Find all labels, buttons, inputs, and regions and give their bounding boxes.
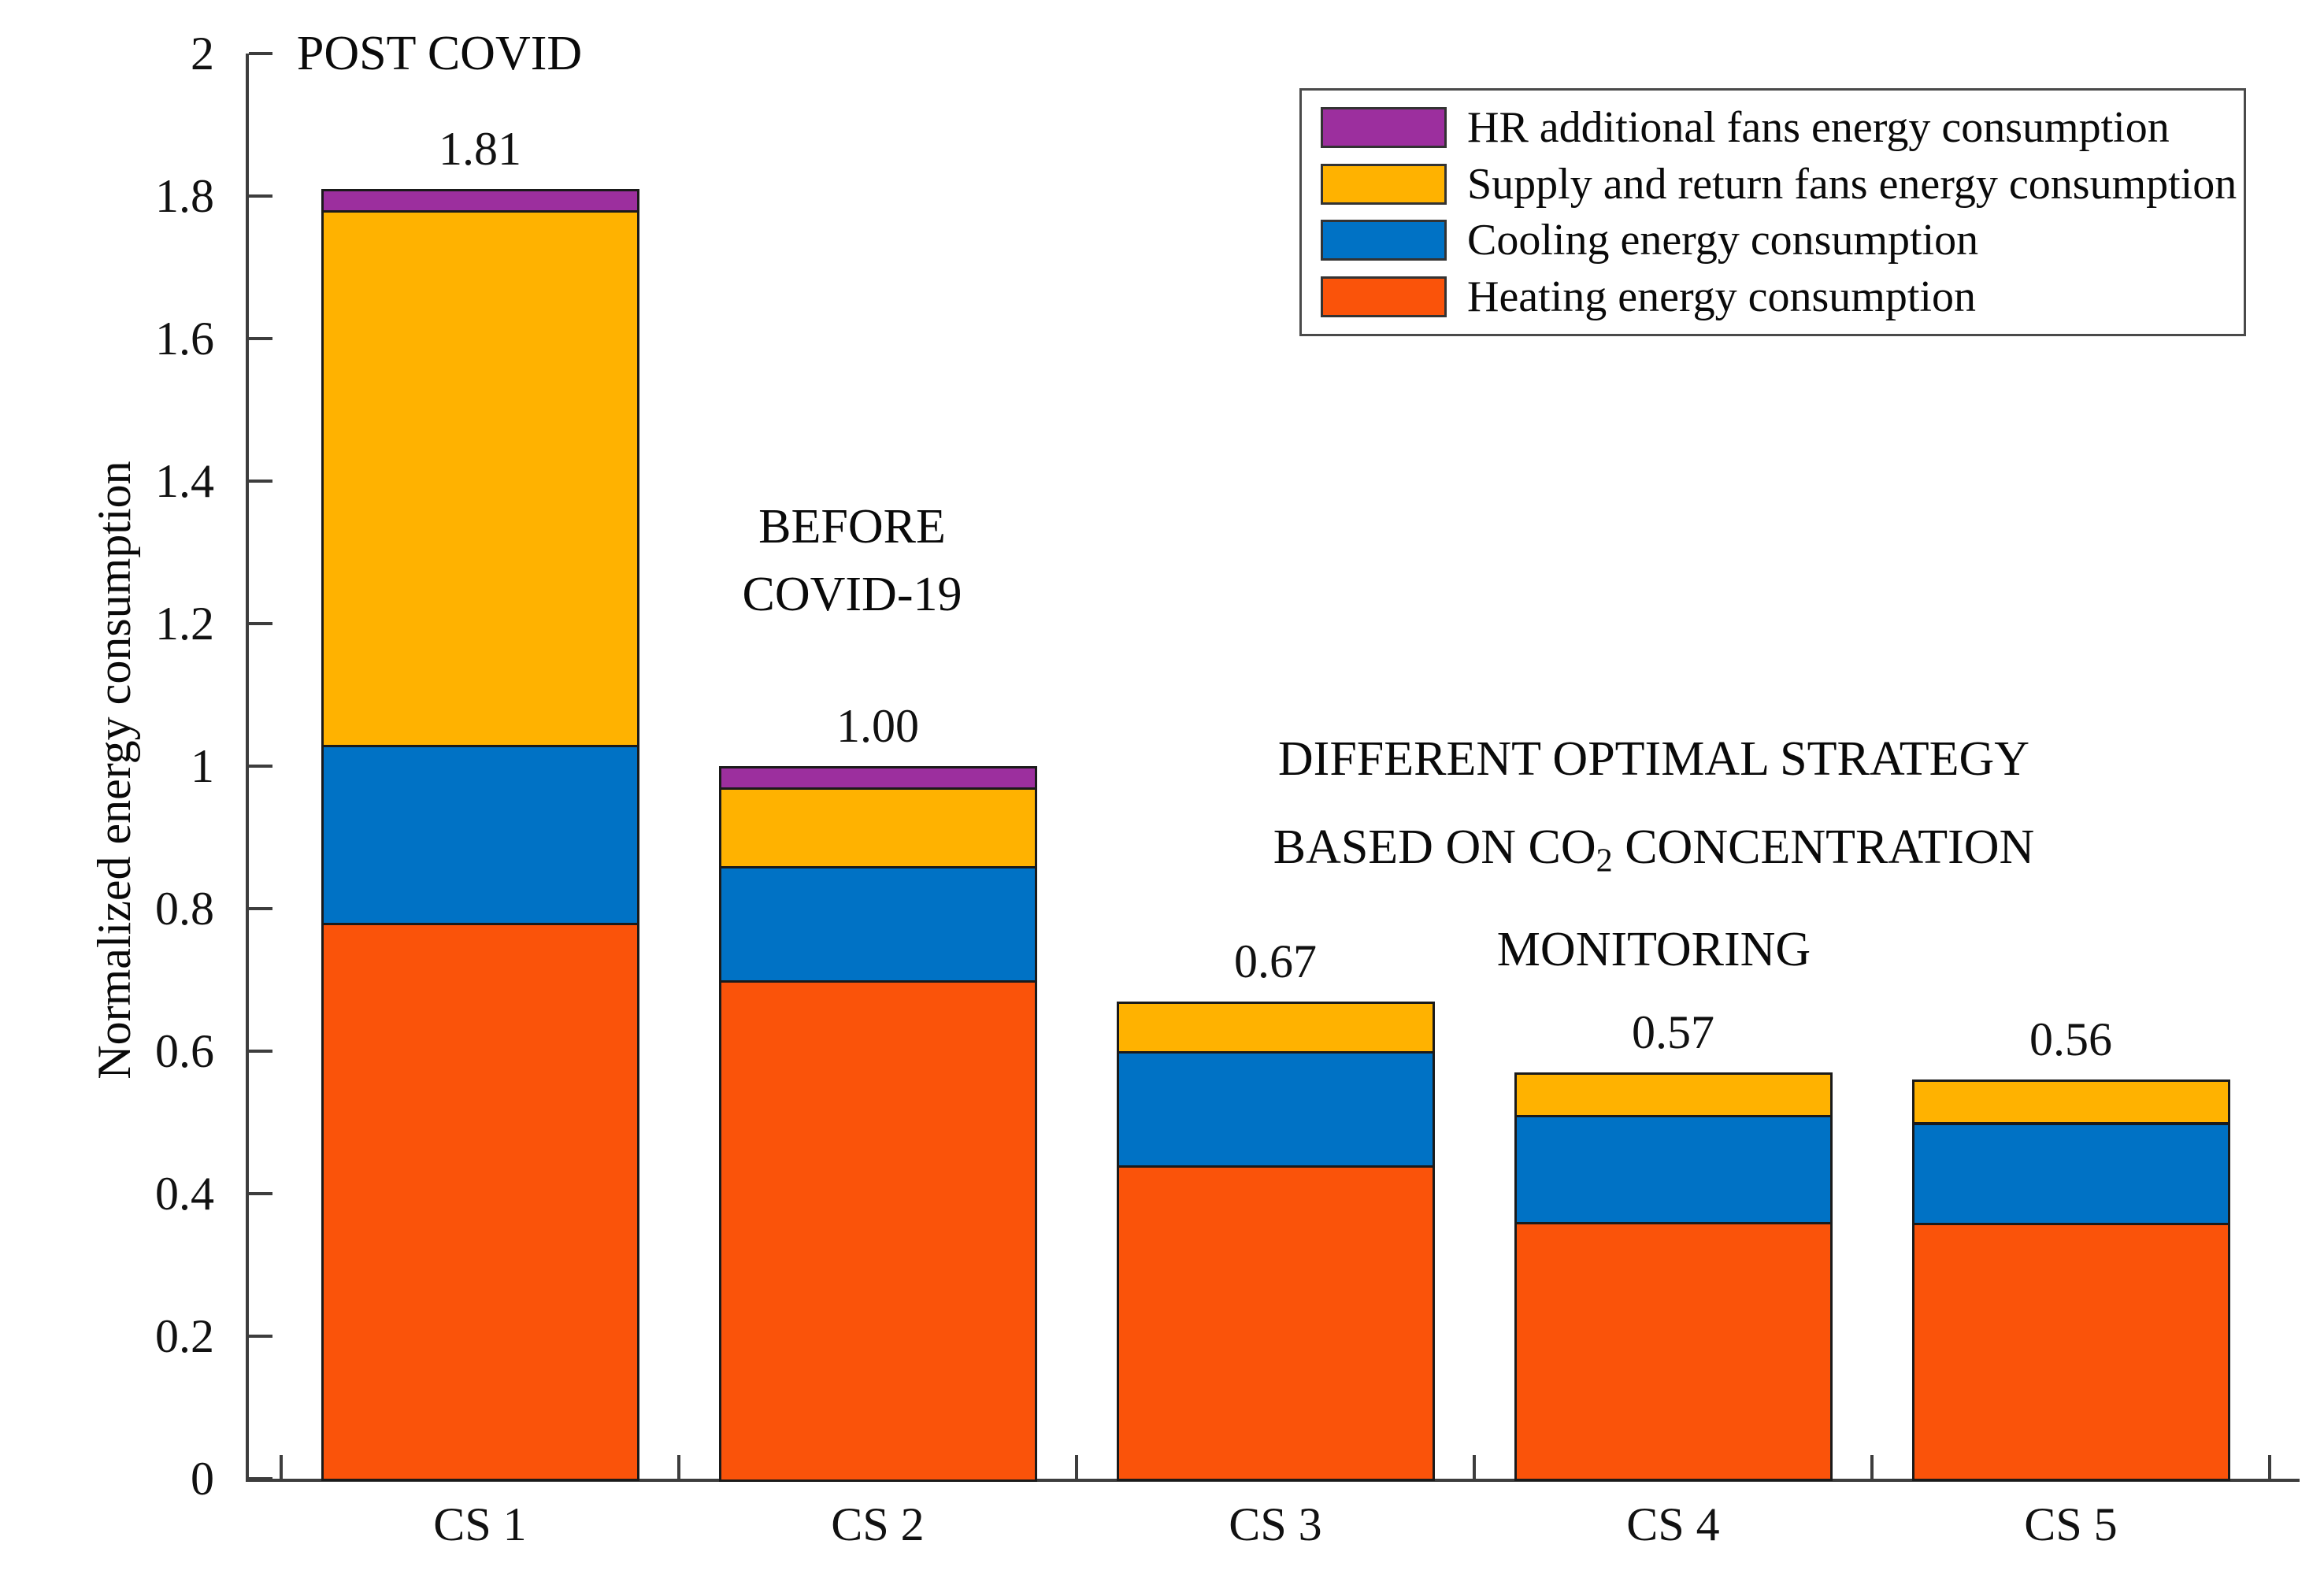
bar-segment-cooling-energy-consumption [718, 866, 1037, 983]
y-tick [249, 907, 272, 910]
bar-segment-cooling-energy-consumption [1116, 1051, 1435, 1168]
x-tick [1075, 1455, 1078, 1479]
bar-segment-supply-and-return-fans-energy-consumption [1514, 1072, 1833, 1117]
y-axis-line [246, 54, 249, 1482]
y-tick-label: 0.2 [155, 1310, 214, 1362]
legend-label: Heating energy consumption [1467, 272, 1976, 321]
x-category-label: CS 3 [1229, 1498, 1322, 1550]
y-tick-label: 1 [191, 740, 214, 792]
bar-segment-cooling-energy-consumption [321, 745, 639, 925]
bar-segment-heating-energy-consumption [1514, 1222, 1833, 1481]
legend-row: Heating energy consumption [1321, 269, 2229, 324]
y-tick-label: 0.4 [155, 1168, 214, 1220]
x-tick [1870, 1455, 1874, 1479]
y-tick [249, 480, 272, 483]
y-axis-title: Normalized energy consumption [88, 461, 140, 1080]
bar-segment-heating-energy-consumption [321, 923, 639, 1481]
legend-swatch-icon [1321, 220, 1447, 261]
bar-segment-cooling-energy-consumption [1911, 1123, 2230, 1225]
co2-subscript: 2 [1596, 842, 1613, 880]
x-category-label: CS 2 [831, 1498, 925, 1550]
legend-swatch-icon [1321, 163, 1447, 205]
x-tick [1473, 1455, 1476, 1479]
x-category-label: CS 1 [433, 1498, 527, 1550]
y-tick-label: 1.6 [155, 313, 214, 365]
bar-segment-heating-energy-consumption [718, 980, 1037, 1482]
y-tick-label: 1.4 [155, 455, 214, 507]
bar-segment-supply-and-return-fans-energy-consumption [718, 787, 1037, 868]
y-tick [249, 622, 272, 625]
annotation-strategy-line1: DIFFERENT OPTIMAL STRATEGY [1277, 732, 2030, 786]
bar-segment-supply-and-return-fans-energy-consumption [321, 210, 639, 747]
bar-segment-hr-additional-fans-energy-consumption [321, 189, 639, 213]
annotation-before-covid: BEFORE COVID-19 [576, 493, 1128, 628]
annotation-post-covid: POST COVID [296, 27, 583, 80]
y-tick [249, 337, 272, 340]
legend-label: HR additional fans energy consumption [1467, 103, 2170, 152]
legend-swatch-icon [1321, 107, 1447, 148]
bar-segment-heating-energy-consumption [1911, 1222, 2230, 1481]
annotation-before-covid-line2: COVID-19 [742, 568, 962, 621]
bar-segment-hr-additional-fans-energy-consumption [718, 766, 1037, 790]
annotation-strategy-line2: BASED ON CO2 CONCENTRATION [1273, 820, 2035, 880]
legend-swatch-icon [1321, 276, 1447, 317]
x-tick [677, 1455, 680, 1479]
legend-row: HR additional fans energy consumption [1321, 100, 2229, 155]
y-tick [249, 1477, 272, 1480]
legend-row: Supply and return fans energy consumptio… [1321, 157, 2237, 212]
bar-segment-supply-and-return-fans-energy-consumption [1116, 1002, 1435, 1054]
y-tick-label: 0 [191, 1453, 214, 1505]
legend-box: HR additional fans energy consumption Sup… [1299, 88, 2246, 336]
y-tick [249, 1335, 272, 1338]
y-tick-label: 0.6 [155, 1025, 214, 1077]
x-category-label: CS 5 [2024, 1498, 2118, 1550]
legend-row: Cooling energy consumption [1321, 213, 2229, 268]
legend-label: Supply and return fans energy consumptio… [1467, 159, 2237, 209]
y-tick-label: 1.8 [155, 170, 214, 222]
annotation-before-covid-line1: BEFORE [758, 500, 946, 554]
y-tick [249, 194, 272, 198]
y-tick [249, 1050, 272, 1053]
bar-total-label: 0.67 [1234, 935, 1317, 987]
annotation-optimal-strategy: DIFFERENT OPTIMAL STRATEGY BASED ON CO2 … [1166, 715, 2142, 994]
annotation-strategy-line3: MONITORING [1496, 922, 1811, 976]
bar-segment-cooling-energy-consumption [1514, 1115, 1833, 1224]
x-tick [2268, 1455, 2271, 1479]
x-tick [280, 1455, 283, 1479]
y-tick [249, 52, 272, 55]
bar-total-label: 0.56 [2029, 1013, 2112, 1066]
y-tick-label: 1.2 [155, 598, 214, 650]
bar-total-label: 1.00 [836, 700, 919, 752]
y-tick-label: 0.8 [155, 883, 214, 935]
bar-segment-heating-energy-consumption [1116, 1165, 1435, 1481]
x-category-label: CS 4 [1626, 1498, 1720, 1550]
bar-total-label: 1.81 [439, 122, 521, 175]
bar-segment-supply-and-return-fans-energy-consumption [1911, 1080, 2230, 1124]
y-tick [249, 1192, 272, 1195]
bar-total-label: 0.57 [1632, 1006, 1714, 1059]
y-tick [249, 765, 272, 768]
y-tick-label: 2 [191, 28, 214, 80]
legend-label: Cooling energy consumption [1467, 216, 1979, 265]
